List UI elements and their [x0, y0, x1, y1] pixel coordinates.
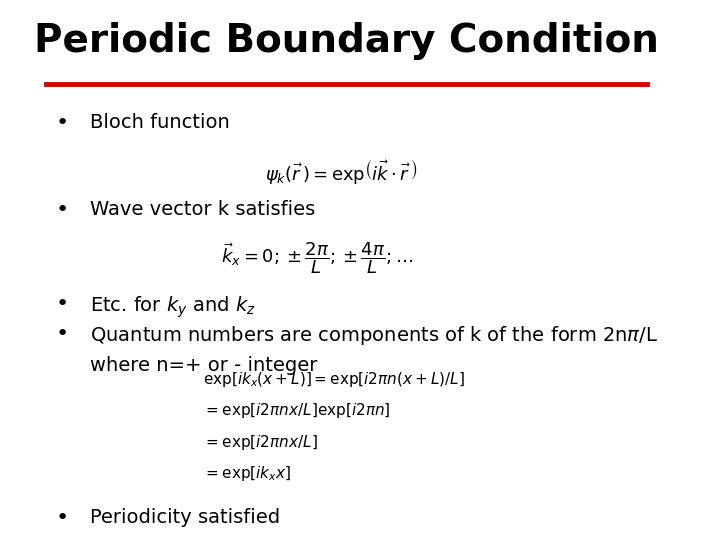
- Text: $= \exp\!\left[i2\pi nx/L\right]$: $= \exp\!\left[i2\pi nx/L\right]$: [202, 433, 318, 451]
- Text: $\psi_k(\vec{r}\,) = \exp\!\left(i\vec{k}\cdot\vec{r}\,\right)$: $\psi_k(\vec{r}\,) = \exp\!\left(i\vec{k…: [265, 157, 418, 186]
- Text: Bloch function: Bloch function: [90, 113, 230, 132]
- Text: $\exp\!\left[ik_x(x+L)\right] = \exp\!\left[i2\pi n(x+L)/L\right]$: $\exp\!\left[ik_x(x+L)\right] = \exp\!\l…: [202, 370, 464, 389]
- Text: •: •: [55, 113, 68, 133]
- Text: $= \exp\!\left[i2\pi nx/L\right]\exp\!\left[i2\pi n\right]$: $= \exp\!\left[i2\pi nx/L\right]\exp\!\l…: [202, 401, 390, 420]
- Text: Periodicity satisfied: Periodicity satisfied: [90, 508, 280, 526]
- Text: where n=+ or - integer: where n=+ or - integer: [90, 356, 318, 375]
- Text: $\vec{k}_x = 0;\pm\dfrac{2\pi}{L};\pm\dfrac{4\pi}{L};\ldots$: $\vec{k}_x = 0;\pm\dfrac{2\pi}{L};\pm\df…: [221, 240, 413, 276]
- Text: Periodic Boundary Condition: Periodic Boundary Condition: [34, 22, 659, 59]
- Text: Wave vector k satisfies: Wave vector k satisfies: [90, 200, 315, 219]
- Text: •: •: [55, 508, 68, 528]
- Text: $= \exp\!\left[ik_x x\right]$: $= \exp\!\left[ik_x x\right]$: [202, 464, 291, 483]
- Text: Etc. for $k_y$ and $k_z$: Etc. for $k_y$ and $k_z$: [90, 294, 256, 320]
- Text: •: •: [55, 324, 68, 344]
- Text: Quantum numbers are components of k of the form 2n$\pi$/L: Quantum numbers are components of k of t…: [90, 324, 658, 347]
- Text: •: •: [55, 200, 68, 220]
- Text: •: •: [55, 294, 68, 314]
